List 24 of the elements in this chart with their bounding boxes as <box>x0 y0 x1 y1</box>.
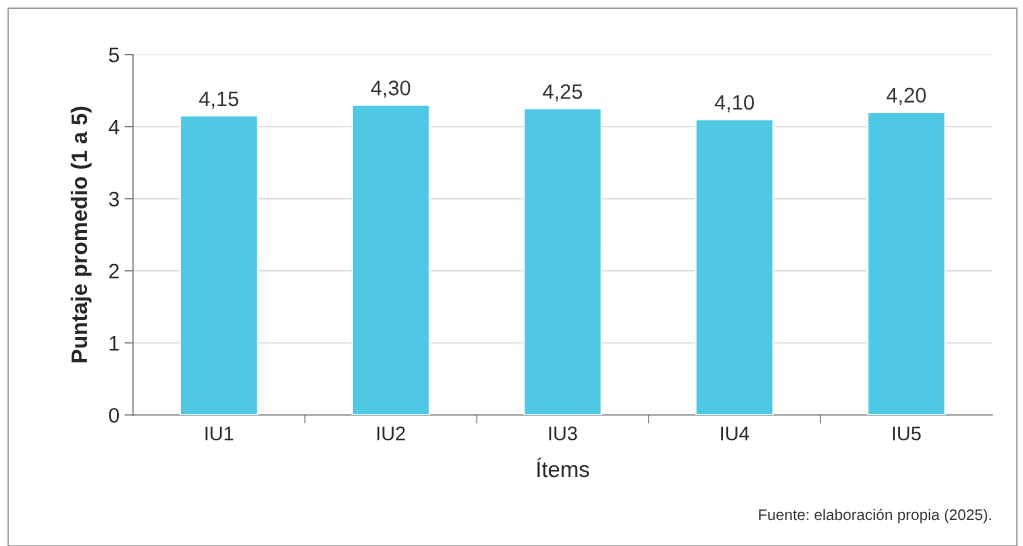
bar <box>695 118 774 415</box>
x-tick-label: IU1 <box>205 426 234 441</box>
data-label: 4,15 <box>199 91 239 109</box>
y-tick-label: 1 <box>109 336 119 351</box>
data-label: 4,30 <box>370 80 411 98</box>
y-tick-label: 3 <box>109 191 119 207</box>
x-axis-title: Ítems <box>537 457 590 478</box>
data-label: 4,20 <box>886 87 926 106</box>
data-label: 4,25 <box>542 84 583 102</box>
bar <box>523 107 603 415</box>
y-tick-label: 0 <box>109 407 119 423</box>
y-tick-label: 4 <box>108 119 120 135</box>
y-tick-label: 2 <box>109 263 119 279</box>
x-tick-label: IU4 <box>721 426 750 441</box>
source-note: Fuente: elaboración propia (2025). <box>759 508 991 524</box>
bar <box>867 111 946 415</box>
y-tick-label: 5 <box>109 47 119 63</box>
bar <box>351 104 431 415</box>
x-tick-label: IU3 <box>549 426 577 441</box>
x-tick-label: IU2 <box>377 426 405 441</box>
x-tick-label: IU5 <box>893 426 921 441</box>
bar <box>179 115 259 415</box>
data-label: 4,10 <box>714 95 754 113</box>
y-axis-title: Puntaje promedio (1 a 5) <box>70 106 92 363</box>
